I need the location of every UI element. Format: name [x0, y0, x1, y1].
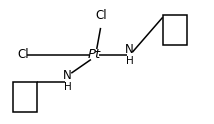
Text: H: H [64, 82, 71, 92]
Text: Pt: Pt [88, 48, 101, 61]
Text: H: H [126, 56, 133, 66]
Text: Cl: Cl [17, 48, 29, 61]
Bar [13, 82, 37, 112]
Bar [163, 15, 187, 45]
Text: Cl: Cl [96, 9, 107, 22]
Text: N: N [63, 69, 72, 81]
Text: N: N [125, 43, 134, 56]
